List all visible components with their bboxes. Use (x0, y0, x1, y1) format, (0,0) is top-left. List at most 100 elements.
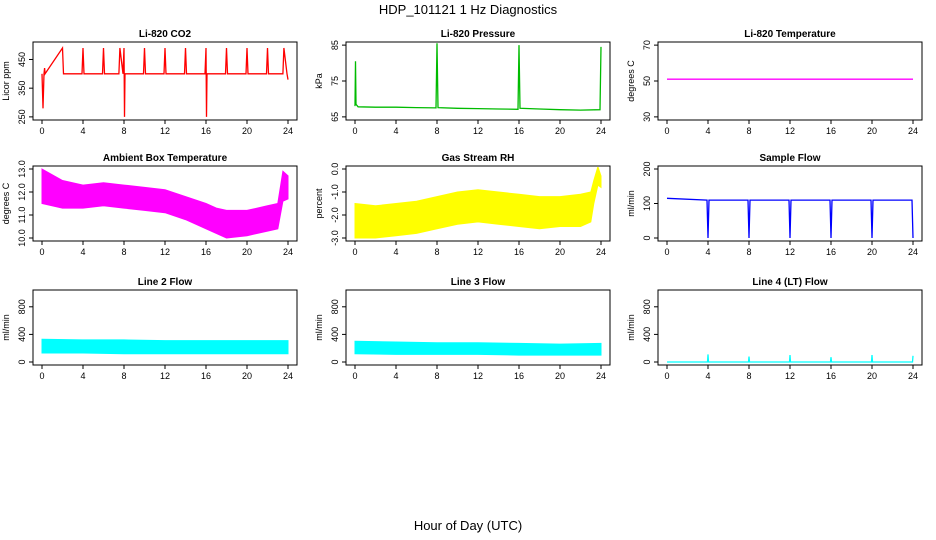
x-tick-label: 0 (664, 126, 669, 136)
x-tick-label: 12 (785, 247, 795, 257)
x-tick-label: 4 (80, 247, 85, 257)
y-tick-label: 13.0 (17, 160, 27, 178)
y-tick-label: 0 (642, 359, 652, 364)
panel-li-820-pressure: Li-820 Pressure kPa 0 4 8 12 16 20 24 65 75 85 (314, 29, 611, 136)
x-tick-label: 20 (242, 371, 252, 381)
y-tick-label: 0 (642, 235, 652, 240)
x-tick-label: 24 (283, 126, 293, 136)
y-axis-label: ml/min (626, 190, 636, 217)
x-tick-label: 24 (596, 126, 606, 136)
y-tick-label: 0.0 (330, 163, 340, 176)
x-tick-label: 8 (121, 126, 126, 136)
x-tick-label: 0 (352, 371, 357, 381)
x-tick-label: 0 (39, 247, 44, 257)
x-tick-label: 0 (39, 126, 44, 136)
x-tick-label: 24 (908, 371, 918, 381)
y-tick-label: 70 (642, 40, 652, 50)
series-band (354, 167, 602, 239)
x-tick-label: 24 (283, 247, 293, 257)
x-tick-label: 20 (867, 126, 877, 136)
x-tick-label: 8 (434, 247, 439, 257)
y-tick-label: 200 (642, 161, 652, 176)
series-line (354, 43, 602, 111)
series-line (666, 197, 914, 239)
y-axis-label: degrees C (1, 182, 11, 224)
x-tick-label: 24 (283, 371, 293, 381)
panel-li-820-temperature: Li-820 Temperature degrees C 0 4 8 12 16 20 24 30… (626, 29, 923, 136)
x-tick-label: 24 (908, 247, 918, 257)
panel-title: Gas Stream RH (442, 153, 515, 164)
y-tick-label: 400 (17, 327, 27, 342)
x-tick-label: 12 (160, 371, 170, 381)
x-tick-label: 12 (160, 126, 170, 136)
x-tick-label: 16 (826, 371, 836, 381)
x-tick-label: 8 (434, 371, 439, 381)
y-tick-label: 400 (642, 327, 652, 342)
x-tick-label: 24 (596, 371, 606, 381)
x-tick-label: 12 (473, 247, 483, 257)
x-tick-label: 16 (201, 126, 211, 136)
y-tick-label: 0 (330, 359, 340, 364)
panel-ambient-box-temperature: Ambient Box Temperature degrees C 0 4 8 12 16 2… (1, 153, 298, 257)
x-tick-label: 4 (705, 126, 710, 136)
panel-gas-stream-rh: Gas Stream RH percent 0 4 8 12 16 20 24 -3.0 -2.0 -… (314, 153, 611, 257)
x-tick-label: 16 (514, 126, 524, 136)
panel-title: Line 4 (LT) Flow (752, 277, 828, 288)
x-tick-label: 0 (664, 371, 669, 381)
x-tick-label: 20 (867, 371, 877, 381)
x-tick-label: 20 (555, 371, 565, 381)
y-tick-label: 10.0 (17, 229, 27, 247)
panel-title: Ambient Box Temperature (103, 153, 228, 164)
x-tick-label: 24 (908, 126, 918, 136)
y-tick-label: 800 (17, 299, 27, 314)
panel-title: Li-820 Temperature (744, 29, 836, 40)
series-band (41, 168, 289, 239)
x-tick-label: 0 (664, 247, 669, 257)
x-tick-label: 12 (785, 371, 795, 381)
x-tick-label: 20 (555, 247, 565, 257)
panel-line-2-flow: Line 2 Flow ml/min 0 4 8 12 16 20 24 0 400 800 (1, 277, 298, 381)
y-tick-label: 30 (642, 112, 652, 122)
x-tick-label: 12 (473, 126, 483, 136)
y-axis-label: degrees C (626, 60, 636, 102)
y-tick-label: 11.0 (17, 207, 27, 224)
x-tick-label: 8 (746, 371, 751, 381)
y-tick-label: 800 (642, 299, 652, 314)
x-tick-label: 16 (201, 371, 211, 381)
x-tick-label: 8 (746, 247, 751, 257)
x-tick-label: 8 (121, 247, 126, 257)
plot-frame (657, 289, 923, 366)
panel-sample-flow: Sample Flow ml/min 0 4 8 12 16 20 24 0 100 200 (626, 153, 923, 257)
x-tick-label: 8 (746, 126, 751, 136)
x-tick-label: 20 (242, 126, 252, 136)
y-axis-label: ml/min (1, 314, 11, 341)
y-tick-label: 400 (330, 327, 340, 342)
x-tick-label: 4 (80, 126, 85, 136)
y-tick-label: 100 (642, 196, 652, 211)
plot-frame (657, 41, 923, 121)
x-tick-label: 12 (160, 247, 170, 257)
x-tick-label: 16 (514, 371, 524, 381)
x-tick-label: 4 (80, 371, 85, 381)
x-tick-label: 24 (596, 247, 606, 257)
panel-title: Line 2 Flow (138, 277, 193, 288)
y-tick-label: 75 (330, 76, 340, 86)
x-tick-label: 4 (705, 371, 710, 381)
x-tick-label: 16 (514, 247, 524, 257)
y-tick-label: -3.0 (330, 230, 340, 246)
y-axis-label: Licor ppm (1, 61, 11, 101)
series-line (41, 45, 289, 117)
y-tick-label: 50 (642, 76, 652, 86)
x-tick-label: 0 (352, 126, 357, 136)
panel-line-3-flow: Line 3 Flow ml/min 0 4 8 12 16 20 24 0 400 800 (314, 277, 611, 381)
x-tick-label: 4 (393, 371, 398, 381)
x-tick-label: 8 (121, 371, 126, 381)
y-tick-label: 800 (330, 299, 340, 314)
x-tick-label: 0 (352, 247, 357, 257)
x-tick-label: 16 (826, 126, 836, 136)
y-tick-label: 350 (17, 81, 27, 96)
panel-title: Line 3 Flow (451, 277, 506, 288)
x-tick-label: 4 (393, 126, 398, 136)
x-tick-label: 20 (867, 247, 877, 257)
